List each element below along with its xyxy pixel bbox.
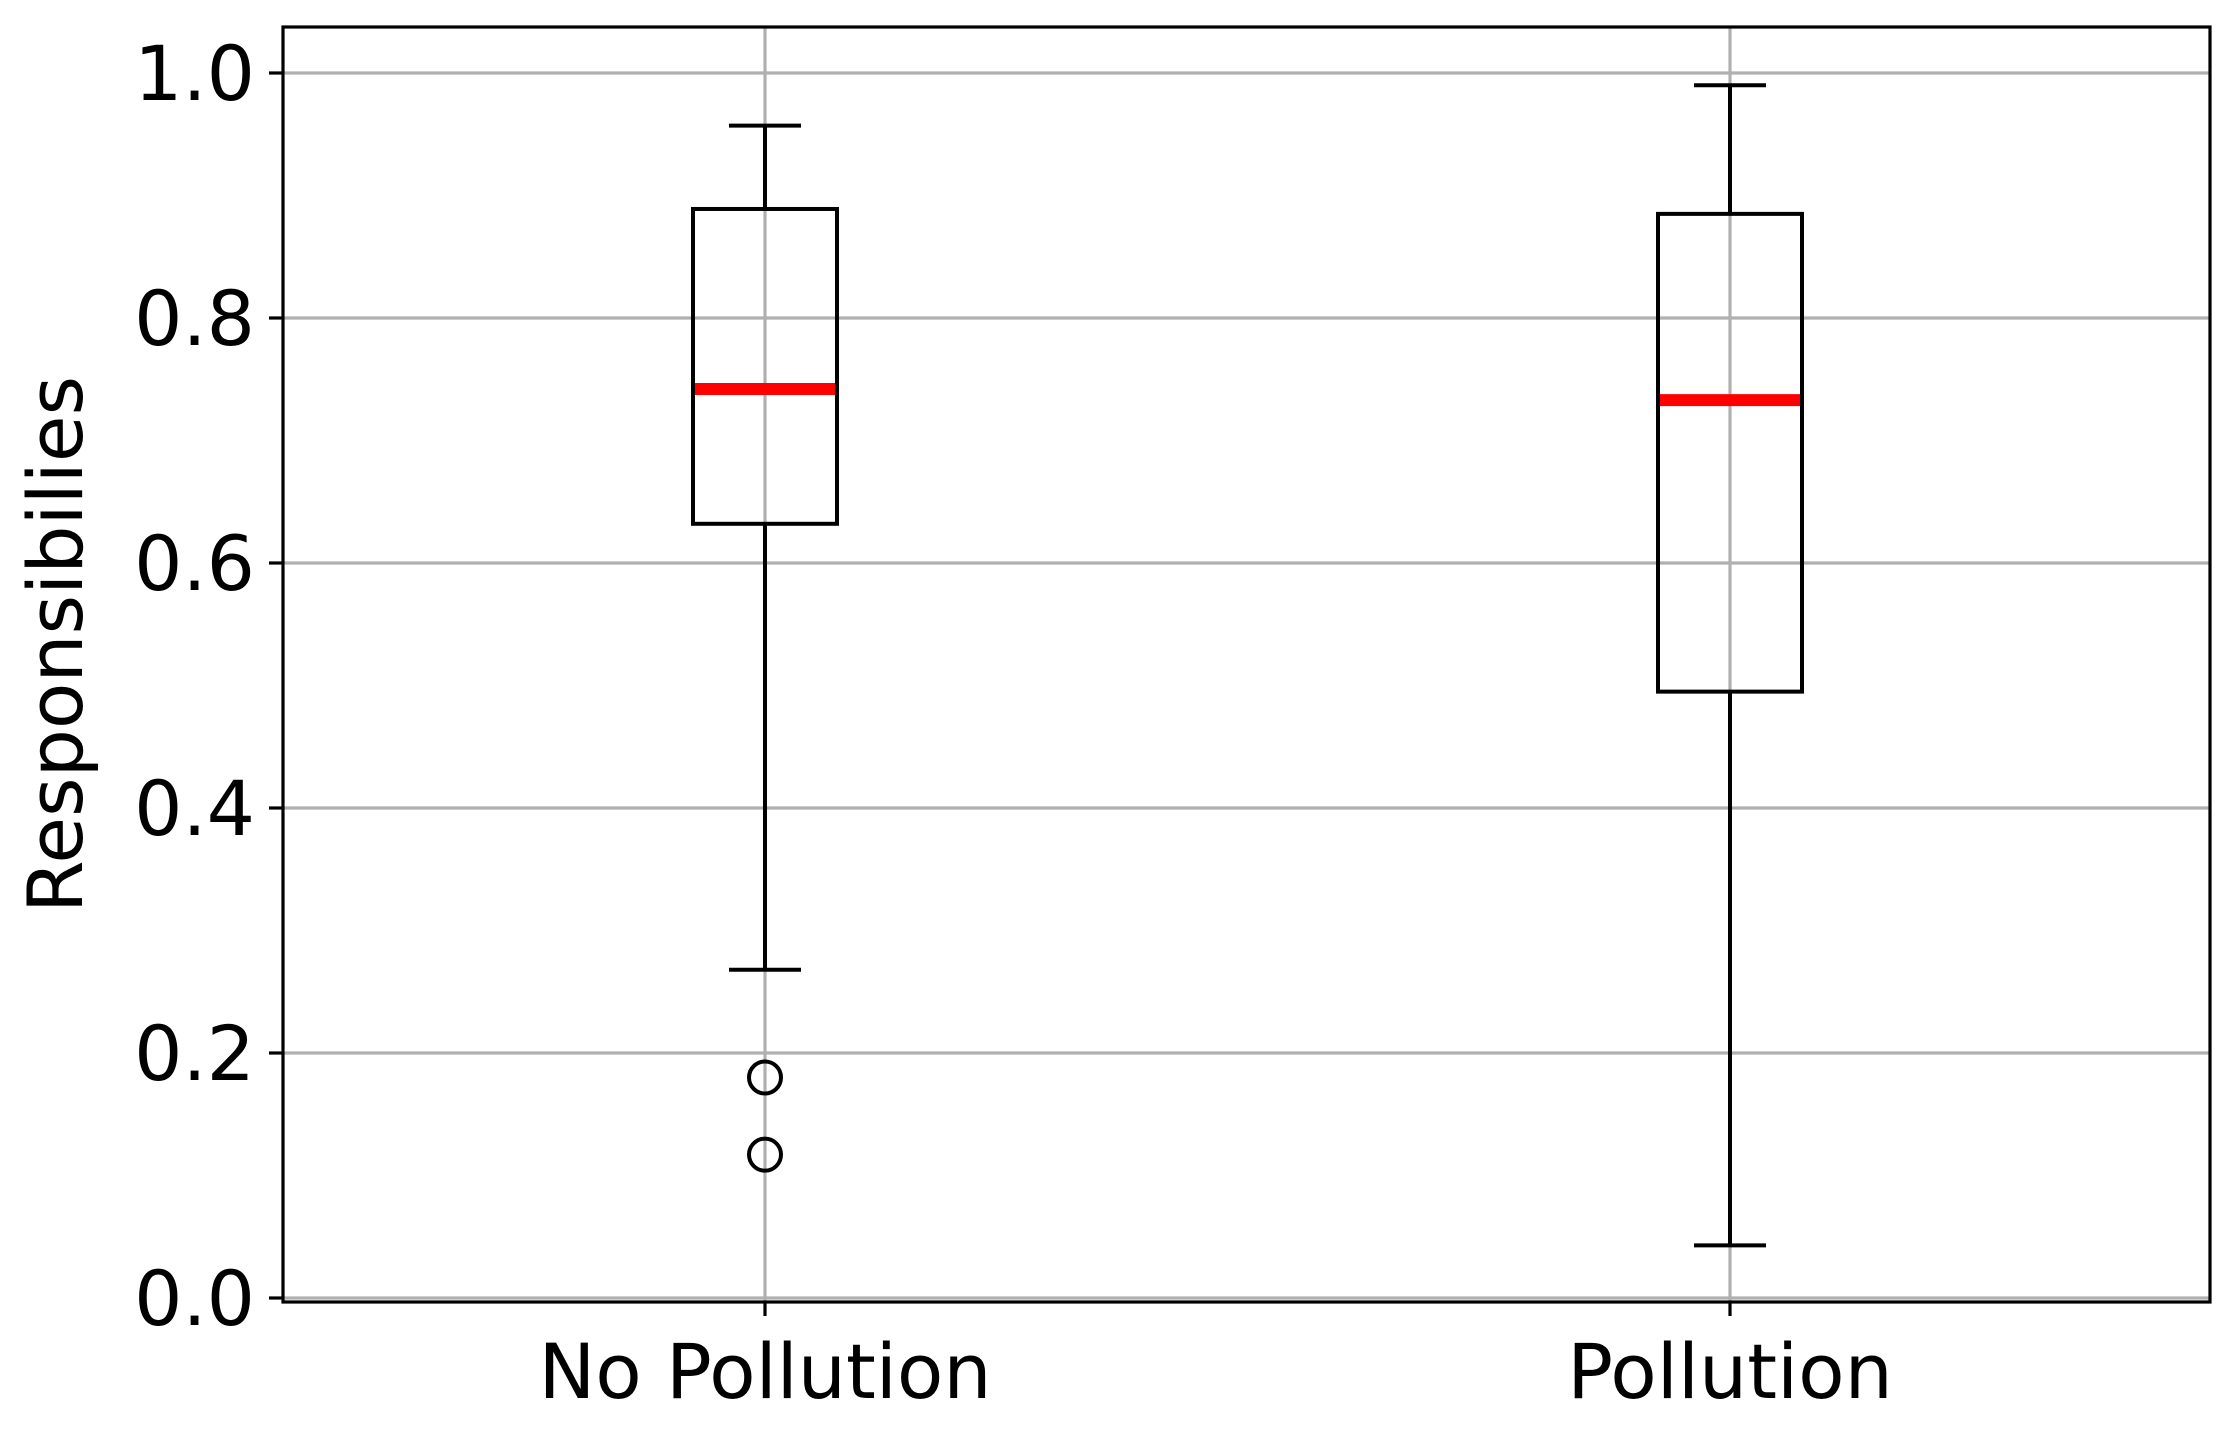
- y-tick-label: 0.2: [134, 1009, 255, 1098]
- y-tick-label: 0.6: [134, 519, 255, 608]
- y-axis-title: Responsibilies: [11, 376, 100, 913]
- iqr-box: [691, 206, 839, 526]
- box-layer: [691, 83, 1804, 1248]
- x-tick-label: No Pollution: [538, 1327, 991, 1416]
- iqr-box: [1656, 211, 1804, 694]
- y-tick-label: 0.0: [134, 1254, 255, 1343]
- y-tick-label: 0.4: [134, 764, 255, 853]
- box-group: [1656, 83, 1804, 1248]
- axis-layer: 0.0 0.2 0.4 0.6 0.8 1.0 No Pollution Pollution: [134, 29, 1893, 1416]
- x-tick-label: Pollution: [1567, 1327, 1893, 1416]
- y-tick-label: 0.8: [134, 274, 255, 363]
- box-group: [691, 123, 839, 1173]
- outlier-point: [747, 1059, 783, 1096]
- plot-frame: [281, 25, 2212, 1304]
- grid-layer: [283, 27, 2210, 1302]
- outlier-point: [747, 1136, 783, 1173]
- y-tick-label: 1.0: [134, 29, 255, 118]
